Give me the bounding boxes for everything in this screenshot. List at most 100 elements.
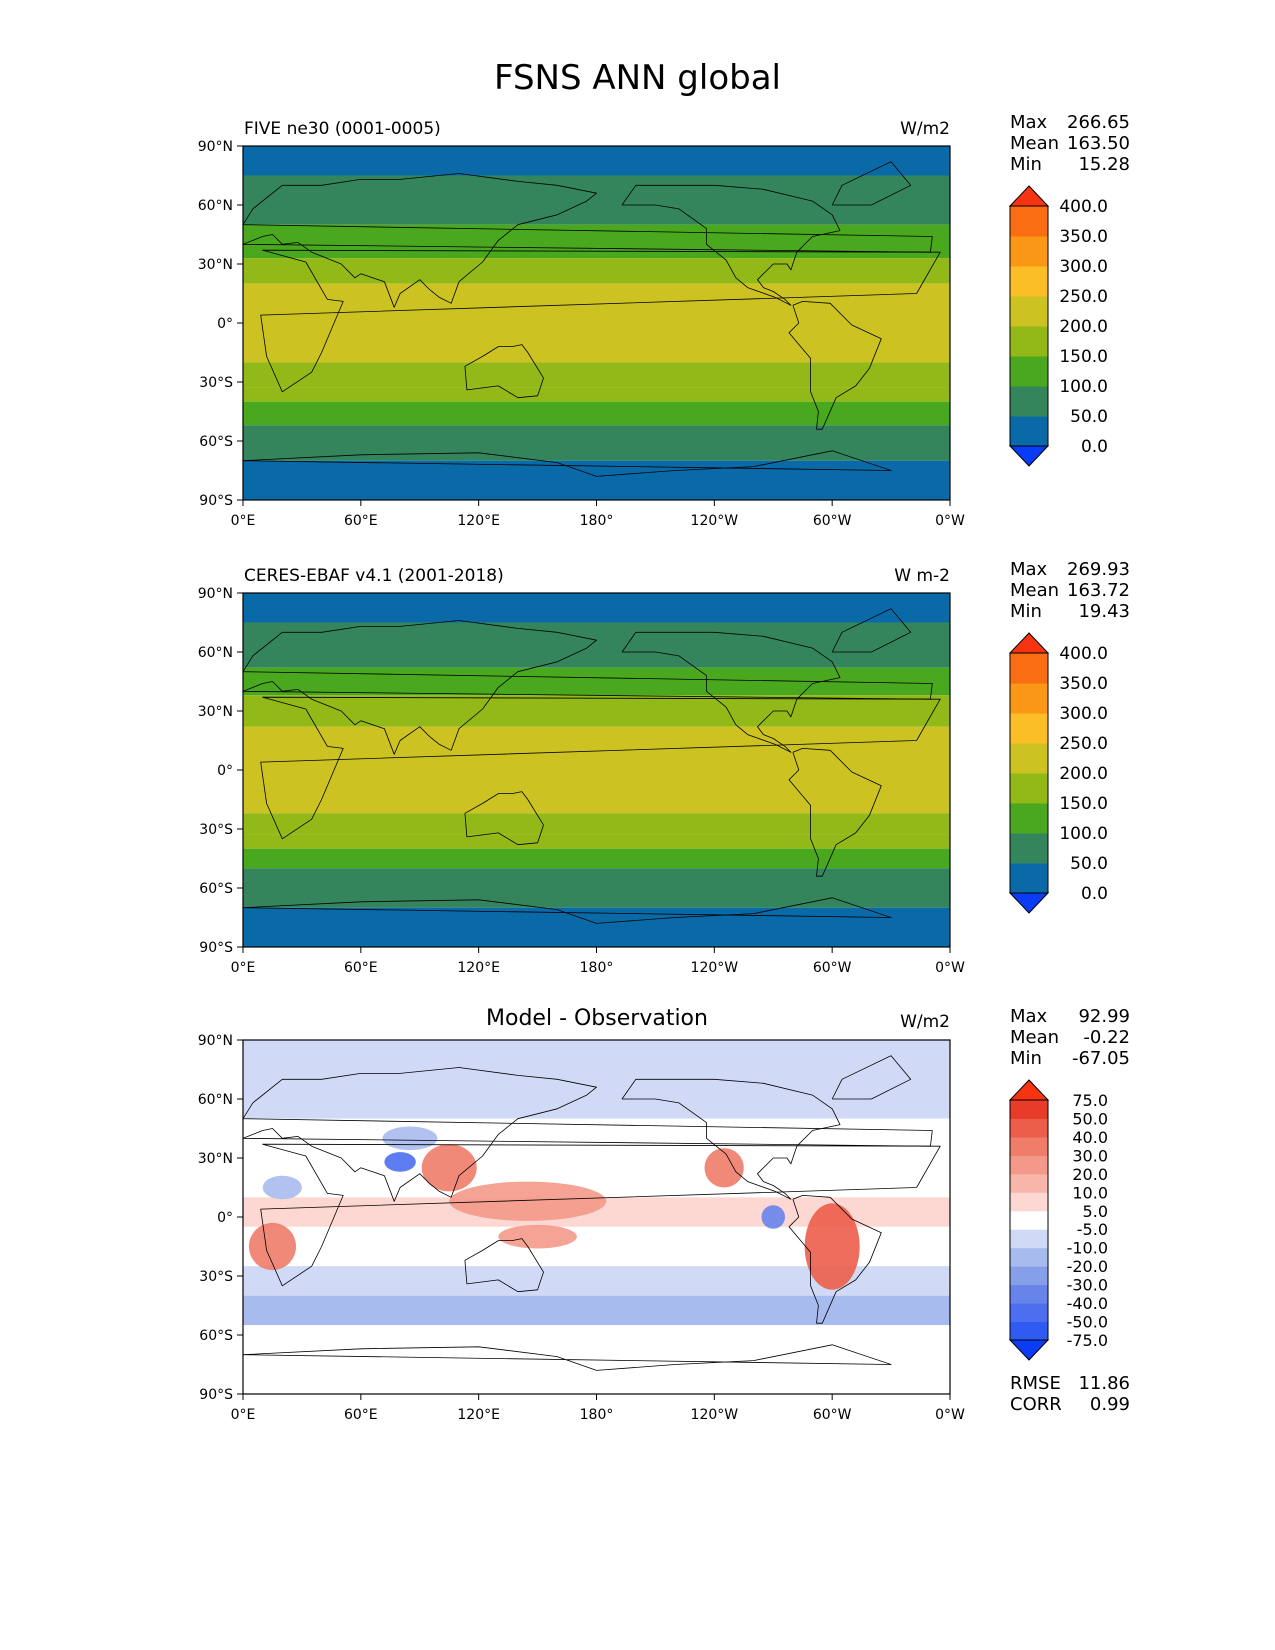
panel2-min-value: 19.43	[1078, 601, 1130, 622]
lat-tick-label: 60°N	[198, 1092, 233, 1108]
colorbar-label: 150.0	[1059, 794, 1108, 814]
lat-tick-label: 0°	[217, 1210, 233, 1226]
colorbar-label: 100.0	[1059, 377, 1108, 397]
band-1	[243, 1069, 950, 1119]
lat-tick-label: 90°N	[198, 586, 233, 602]
colorbar-max-extension	[1008, 632, 1050, 654]
colorbar-label: 100.0	[1059, 824, 1108, 844]
colorbar-segment-4	[1010, 1266, 1048, 1286]
colorbar-label: 5.0	[1083, 1202, 1108, 1221]
panel1-mean-label: Mean	[1010, 133, 1060, 154]
colorbar-label: -5.0	[1077, 1220, 1108, 1239]
coastline-3	[788, 300, 882, 430]
lon-tick-label: 60°E	[344, 960, 378, 976]
colorbar-segment-8	[1010, 653, 1048, 684]
panel2-max-value: 269.93	[1067, 559, 1130, 580]
coastline-0	[260, 249, 941, 393]
panel1-max-value: 266.65	[1067, 112, 1130, 133]
band-4	[243, 726, 950, 814]
colorbar-min-extension	[1008, 445, 1050, 467]
lat-tick-label: 30°S	[199, 375, 233, 391]
colorbar-segment-10	[1010, 1155, 1048, 1175]
panel2-title: CERES-EBAF v4.1 (2001-2018)	[244, 566, 504, 586]
panel2-units: W m-2	[894, 566, 950, 586]
lon-tick-label: 0°E	[231, 960, 256, 976]
colorbar-segment-6	[1010, 713, 1048, 744]
colorbar-segment-8	[1010, 1192, 1048, 1212]
colorbar-label: 40.0	[1072, 1128, 1108, 1147]
coastline-5	[831, 608, 912, 653]
coastline-5	[831, 161, 912, 206]
lon-tick-label: 60°W	[813, 1407, 852, 1423]
colorbar-label: 30.0	[1072, 1146, 1108, 1165]
lon-tick-label: 180°	[580, 513, 614, 529]
panel3-min-value: -67.05	[1071, 1048, 1130, 1069]
anomaly-2	[384, 1152, 416, 1172]
colorbar-frame	[1009, 205, 1049, 447]
anomaly-1	[421, 1144, 477, 1192]
panel3-title: Model - Observation	[486, 1006, 708, 1031]
band-0	[243, 1040, 950, 1070]
colorbar-label: 300.0	[1059, 704, 1108, 724]
colorbar-label: 400.0	[1059, 197, 1108, 217]
colorbar-segment-2	[1010, 386, 1048, 417]
colorbar-label: 150.0	[1059, 347, 1108, 367]
band-3	[243, 695, 950, 727]
lat-tick-label: 30°S	[199, 822, 233, 838]
colorbar-frame	[1009, 652, 1049, 894]
colorbar-segment-4	[1010, 326, 1048, 357]
lon-tick-label: 0°W	[935, 1407, 965, 1423]
colorbar-label: 350.0	[1059, 674, 1108, 694]
colorbar-segment-3	[1010, 356, 1048, 387]
colorbar-segment-5	[1010, 743, 1048, 774]
panel3-max-value: 92.99	[1078, 1006, 1130, 1027]
band-1	[243, 622, 950, 668]
colorbar-frame	[1009, 1099, 1049, 1341]
colorbar-max-extension	[1008, 185, 1050, 207]
colorbar-label: -20.0	[1067, 1257, 1108, 1276]
panel3-corr-value: 0.99	[1089, 1394, 1130, 1415]
colorbar-segment-3	[1010, 803, 1048, 834]
map-field-1	[243, 146, 950, 500]
lon-tick-label: 0°W	[935, 960, 965, 976]
colorbar-segment-8	[1010, 206, 1048, 237]
colorbar-segment-5	[1010, 296, 1048, 327]
colorbar-label: -75.0	[1067, 1331, 1108, 1350]
lon-tick-label: 60°E	[344, 1407, 378, 1423]
colorbar-label: -10.0	[1067, 1239, 1108, 1258]
colorbar-label: 300.0	[1059, 257, 1108, 277]
colorbar-segment-5	[1010, 1247, 1048, 1267]
colorbar-segment-2	[1010, 1303, 1048, 1323]
colorbar-label: -50.0	[1067, 1313, 1108, 1332]
anomaly-0	[449, 1181, 607, 1221]
lon-tick-label: 120°W	[691, 513, 739, 529]
colorbar-segment-1	[1010, 416, 1048, 447]
panel-1: 90°N 60°N 30°N 0° 30°S 60°S 90°S 0°E 60°E 120°E 18…	[198, 139, 1108, 529]
colorbar-label: 400.0	[1059, 644, 1108, 664]
colorbar-label: 50.0	[1072, 1109, 1108, 1128]
anomaly-3	[248, 1222, 297, 1271]
lat-tick-label: 30°N	[198, 704, 233, 720]
lon-tick-label: 120°E	[457, 1407, 500, 1423]
lat-tick-label: 90°N	[198, 139, 233, 155]
panel-3: 90°N 60°N 30°N 0° 30°S 60°S 90°S 0°E 60°E 120°E 18…	[198, 1033, 1108, 1423]
anomaly-5	[704, 1148, 744, 1188]
panel1-mean-value: 163.50	[1067, 133, 1130, 154]
colorbar-label: 350.0	[1059, 227, 1108, 247]
lon-tick-label: 0°E	[231, 513, 256, 529]
colorbar-segment-1	[1010, 863, 1048, 894]
colorbar-label: 0.0	[1081, 884, 1108, 904]
colorbar-segment-7	[1010, 1210, 1048, 1230]
colorbar-max-extension	[1008, 1079, 1050, 1101]
panel3-rmse-value: 11.86	[1078, 1373, 1130, 1394]
anomaly-8	[498, 1224, 577, 1249]
band-3	[243, 258, 950, 284]
colorbar-label: 50.0	[1070, 407, 1108, 427]
panel2-mean-value: 163.72	[1067, 580, 1130, 601]
band-7	[243, 401, 950, 426]
lat-tick-label: 0°	[217, 763, 233, 779]
anomaly-9	[382, 1126, 438, 1151]
anomaly-6	[761, 1205, 786, 1229]
lon-tick-label: 120°W	[691, 960, 739, 976]
